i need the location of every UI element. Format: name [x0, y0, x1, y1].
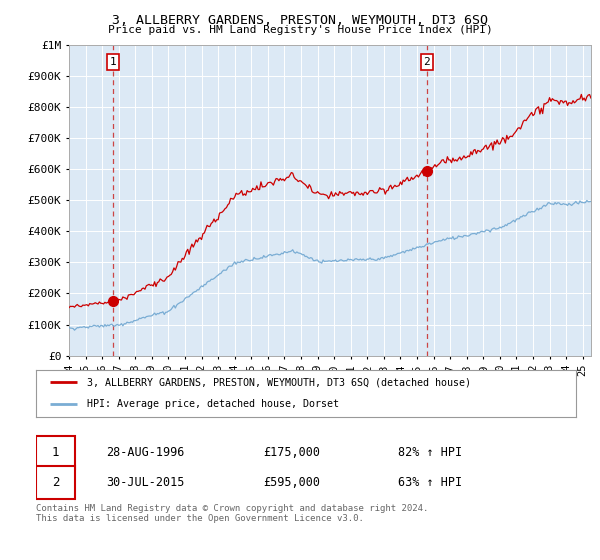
Text: 2: 2: [423, 57, 430, 67]
Text: £595,000: £595,000: [263, 476, 320, 489]
Text: 2: 2: [52, 476, 59, 489]
Text: 82% ↑ HPI: 82% ↑ HPI: [398, 446, 462, 459]
Text: 3, ALLBERRY GARDENS, PRESTON, WEYMOUTH, DT3 6SQ: 3, ALLBERRY GARDENS, PRESTON, WEYMOUTH, …: [112, 14, 488, 27]
Text: 3, ALLBERRY GARDENS, PRESTON, WEYMOUTH, DT3 6SQ (detached house): 3, ALLBERRY GARDENS, PRESTON, WEYMOUTH, …: [88, 377, 472, 388]
FancyBboxPatch shape: [36, 436, 75, 469]
Text: 63% ↑ HPI: 63% ↑ HPI: [398, 476, 462, 489]
Text: HPI: Average price, detached house, Dorset: HPI: Average price, detached house, Dors…: [88, 399, 340, 409]
Text: 1: 1: [52, 446, 59, 459]
Text: 30-JUL-2015: 30-JUL-2015: [106, 476, 185, 489]
FancyBboxPatch shape: [36, 466, 75, 499]
Text: Contains HM Land Registry data © Crown copyright and database right 2024.
This d: Contains HM Land Registry data © Crown c…: [36, 504, 428, 524]
Text: £175,000: £175,000: [263, 446, 320, 459]
Text: 28-AUG-1996: 28-AUG-1996: [106, 446, 185, 459]
Text: 1: 1: [110, 57, 116, 67]
Text: Price paid vs. HM Land Registry's House Price Index (HPI): Price paid vs. HM Land Registry's House …: [107, 25, 493, 35]
